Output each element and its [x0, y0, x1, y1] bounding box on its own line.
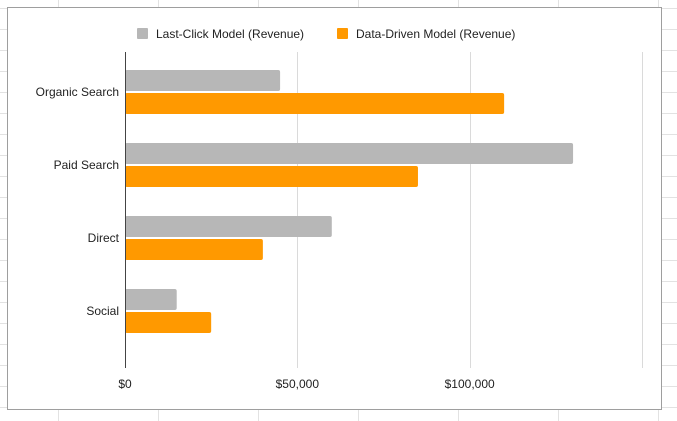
bar-last-click-direct	[125, 216, 332, 237]
bar-last-click-social	[125, 289, 177, 310]
bar-last-click-organic-search	[125, 70, 281, 91]
legend-swatch-1	[337, 28, 348, 39]
legend-swatch-0	[137, 28, 148, 39]
category-labels: Organic Search Paid Search Direct Social	[36, 85, 120, 318]
bar-data-driven-direct	[125, 239, 263, 260]
bar-data-driven-paid-search	[125, 166, 418, 187]
x-tick-label-1: $50,000	[276, 377, 320, 391]
chart-frame[interactable]: Last-Click Model (Revenue) Data-Driven Mo…	[7, 7, 662, 410]
legend-label-0: Last-Click Model (Revenue)	[156, 27, 304, 41]
x-tick-label-2: $100,000	[445, 377, 495, 391]
legend-label-1: Data-Driven Model (Revenue)	[356, 27, 515, 41]
category-label-paid-search: Paid Search	[54, 158, 119, 172]
bar-chart: Last-Click Model (Revenue) Data-Driven Mo…	[36, 27, 643, 391]
category-label-organic-search: Organic Search	[36, 85, 119, 99]
bar-last-click-paid-search	[125, 143, 574, 164]
category-label-direct: Direct	[88, 231, 120, 245]
bar-data-driven-social	[125, 312, 212, 333]
bar-data-driven-organic-search	[125, 93, 505, 114]
chart-bars	[125, 70, 574, 333]
x-tick-label-0: $0	[118, 377, 132, 391]
chart-legend: Last-Click Model (Revenue) Data-Driven Mo…	[137, 27, 515, 41]
x-tick-labels: $0 $50,000 $100,000	[118, 377, 495, 391]
category-label-social: Social	[86, 304, 119, 318]
